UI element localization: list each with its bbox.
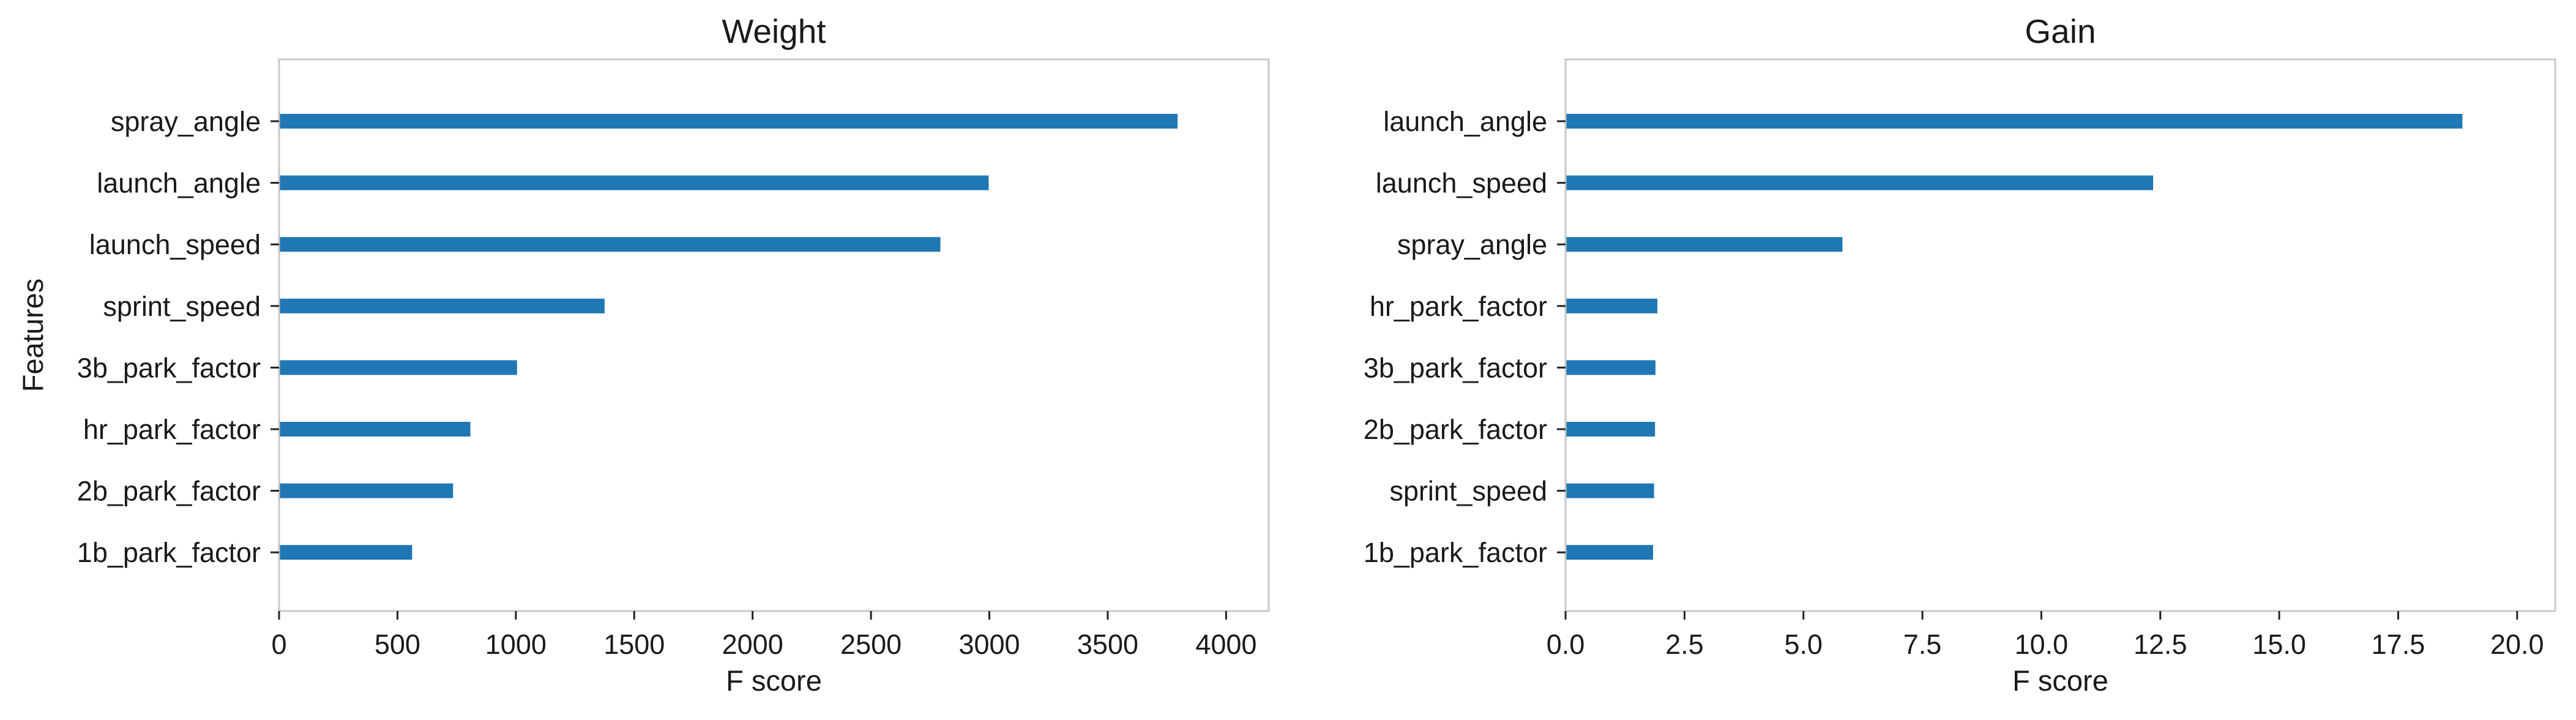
bar-hr_park_factor <box>1566 298 1657 313</box>
bar-2b_park_factor <box>1566 422 1656 437</box>
y-tick-label: 2b_park_factor <box>1364 414 1547 445</box>
bar-launch_angle <box>279 175 989 190</box>
bar-1b_park_factor <box>1566 545 1653 560</box>
bar-launch_speed <box>279 237 941 252</box>
bar-2b_park_factor <box>279 483 454 498</box>
y-tick-label: launch_speed <box>1376 168 1547 199</box>
y-tick-label: launch_speed <box>89 229 261 260</box>
x-tick-label: 0.0 <box>1547 629 1585 660</box>
plot-frame <box>278 58 1270 612</box>
x-tick-label: 2500 <box>840 629 902 660</box>
y-tick-label: 1b_park_factor <box>77 537 261 568</box>
y-tick-label: 3b_park_factor <box>1364 352 1547 383</box>
x-tick-label: 0 <box>271 629 286 660</box>
y-tick-label: sprint_speed <box>103 291 261 322</box>
bar-spray_angle <box>1566 237 1843 252</box>
y-tick-label: 1b_park_factor <box>1364 537 1547 568</box>
bar-launch_speed <box>1566 175 2154 190</box>
x-tick-label: 20.0 <box>2490 629 2544 660</box>
x-axis-label: F score <box>2012 664 2108 697</box>
y-tick-label: launch_angle <box>1383 106 1547 137</box>
y-tick-label: hr_park_factor <box>83 414 261 445</box>
x-tick-label: 3500 <box>1077 629 1138 660</box>
chart-title: Gain <box>2025 12 2096 50</box>
x-tick-label: 2.5 <box>1665 629 1704 660</box>
x-tick-label: 5.0 <box>1784 629 1823 660</box>
bar-hr_park_factor <box>279 422 471 437</box>
x-tick-label: 1000 <box>485 629 547 660</box>
bar-3b_park_factor <box>1566 360 1656 375</box>
bar-3b_park_factor <box>279 360 517 375</box>
x-tick-label: 10.0 <box>2015 629 2069 660</box>
bar-spray_angle <box>279 114 1178 129</box>
x-tick-label: 15.0 <box>2252 629 2306 660</box>
chart-title: Weight <box>722 12 826 50</box>
y-axis-label: Features <box>17 279 49 392</box>
y-tick-label: launch_angle <box>97 168 261 199</box>
y-tick-label: sprint_speed <box>1389 476 1547 507</box>
y-tick-label: hr_park_factor <box>1370 291 1547 322</box>
y-tick-label: spray_angle <box>111 106 261 137</box>
bar-sprint_speed <box>279 298 605 313</box>
x-tick-label: 17.5 <box>2372 629 2425 660</box>
bar-1b_park_factor <box>279 545 413 560</box>
bar-sprint_speed <box>1566 483 1654 498</box>
plot-frame <box>1564 58 2556 612</box>
x-tick-label: 500 <box>375 629 420 660</box>
x-tick-label: 1500 <box>603 629 665 660</box>
x-tick-label: 7.5 <box>1903 629 1942 660</box>
x-tick-label: 12.5 <box>2134 629 2187 660</box>
x-axis-label: F score <box>726 664 822 697</box>
x-tick-label: 2000 <box>722 629 783 660</box>
y-tick-label: 3b_park_factor <box>77 352 261 383</box>
y-tick-label: spray_angle <box>1397 229 1547 260</box>
y-tick-label: 2b_park_factor <box>77 476 261 507</box>
x-tick-label: 3000 <box>958 629 1020 660</box>
x-tick-label: 4000 <box>1195 629 1256 660</box>
bar-launch_angle <box>1566 114 2463 129</box>
